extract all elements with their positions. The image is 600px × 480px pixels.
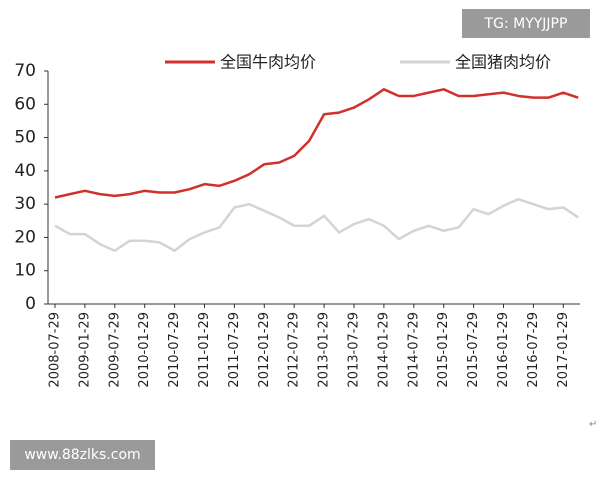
x-tick-label: 2013-01-29 — [317, 312, 332, 388]
y-tick-label: 30 — [14, 194, 36, 214]
y-tick-label: 50 — [14, 128, 36, 148]
return-mark: ↵ — [589, 419, 597, 430]
x-tick-label: 2014-07-29 — [406, 312, 421, 388]
x-tick-label: 2011-07-29 — [227, 312, 242, 388]
y-tick-label: 20 — [14, 227, 36, 247]
x-tick-label: 2014-01-29 — [376, 312, 391, 388]
x-tick-label: 2012-07-29 — [287, 312, 302, 388]
x-tick-label: 2010-01-29 — [137, 312, 152, 388]
x-tick-label: 2013-07-29 — [347, 312, 362, 388]
x-tick-label: 2017-01-29 — [556, 312, 571, 388]
legend-label: 全国牛肉均价 — [220, 53, 316, 72]
x-tick-label: 2010-07-29 — [167, 312, 182, 388]
y-tick-label: 10 — [14, 261, 36, 281]
watermark: www.88zlks.com — [10, 440, 155, 470]
y-tick-label: 40 — [14, 161, 36, 181]
y-tick-label: 0 — [25, 294, 36, 314]
x-tick-label: 2009-07-29 — [107, 312, 122, 388]
x-tick-label: 2008-07-29 — [48, 312, 63, 388]
x-tick-label: 2016-01-29 — [496, 312, 511, 388]
y-tick-label: 60 — [14, 94, 36, 114]
watermark: TG: MYYJJPP — [462, 9, 590, 38]
y-tick-label: 70 — [14, 61, 36, 81]
x-tick-label: 2012-01-29 — [257, 312, 272, 388]
x-tick-label: 2015-07-29 — [466, 312, 481, 388]
line-series — [54, 88, 579, 199]
x-tick-label: 2016-07-29 — [526, 312, 541, 388]
x-tick-label: 2011-01-29 — [197, 312, 212, 388]
legend-label: 全国猪肉均价 — [455, 53, 551, 72]
x-tick-label: 2015-01-29 — [436, 312, 451, 388]
x-tick-label: 2009-01-29 — [77, 312, 92, 388]
line-series — [54, 197, 579, 252]
